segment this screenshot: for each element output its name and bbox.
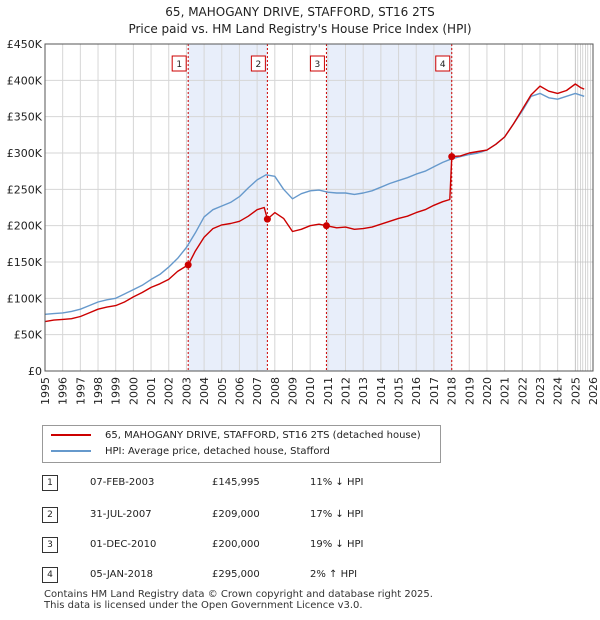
y-tick-label: £0 xyxy=(28,365,42,378)
x-tick-label: 2023 xyxy=(534,377,547,405)
y-tick-label: £250K xyxy=(7,183,43,196)
sale-point-4 xyxy=(448,153,456,161)
marker-box-3 xyxy=(309,55,325,72)
marker-label-4: 4 xyxy=(440,60,446,70)
y-tick-label: £100K xyxy=(7,292,43,305)
transaction-number: 1 xyxy=(42,475,58,491)
title-line-1: 65, MAHOGANY DRIVE, STAFFORD, ST16 2TS xyxy=(165,5,435,19)
transaction-date: 07-FEB-2003 xyxy=(90,477,155,488)
y-tick-label: £400K xyxy=(7,74,43,87)
x-tick-label: 2008 xyxy=(269,377,282,405)
transaction-price: £295,000 xyxy=(212,569,260,580)
x-tick-label: 1996 xyxy=(57,377,70,405)
hpi-line xyxy=(44,92,585,315)
x-tick-label: 1995 xyxy=(39,377,52,405)
y-tick-label: £300K xyxy=(7,147,43,160)
x-tick-label: 2021 xyxy=(499,377,512,405)
legend-label-property: 65, MAHOGANY DRIVE, STAFFORD, ST16 2TS (… xyxy=(105,430,421,441)
legend-item-hpi: HPI: Average price, detached house, Staf… xyxy=(51,445,330,459)
transaction-date: 05-JAN-2018 xyxy=(90,569,154,580)
transaction-hpi-diff: 19% ↓ HPI xyxy=(310,539,364,550)
x-tick-label: 2010 xyxy=(304,377,317,405)
transaction-price: £209,000 xyxy=(212,509,260,520)
legend-swatch-property xyxy=(51,434,91,436)
marker-label-3: 3 xyxy=(315,60,321,70)
y-tick-label: £350K xyxy=(7,111,43,124)
y-tick-label: £450K xyxy=(7,38,43,51)
transaction-date: 31-JUL-2007 xyxy=(90,509,152,520)
transaction-date: 01-DEC-2010 xyxy=(90,539,157,550)
x-tick-label: 2000 xyxy=(127,377,140,405)
chart-legend: 65, MAHOGANY DRIVE, STAFFORD, ST16 2TS (… xyxy=(42,425,441,463)
transaction-hpi-diff: 2% ↑ HPI xyxy=(310,569,358,580)
transaction-price: £200,000 xyxy=(212,539,260,550)
x-tick-label: 2013 xyxy=(357,377,370,405)
x-tick-label: 2003 xyxy=(180,377,193,405)
footer-licence: This data is licensed under the Open Gov… xyxy=(44,600,363,611)
x-tick-label: 1999 xyxy=(110,377,123,405)
x-tick-label: 2026 xyxy=(587,377,600,405)
x-tick-label: 2014 xyxy=(375,377,388,405)
transaction-number: 3 xyxy=(42,537,58,553)
legend-label-hpi: HPI: Average price, detached house, Staf… xyxy=(105,446,330,457)
x-tick-label: 2002 xyxy=(163,377,176,405)
footer-copyright: Contains HM Land Registry data © Crown c… xyxy=(44,589,433,600)
marker-box-1 xyxy=(171,55,187,72)
x-tick-label: 1998 xyxy=(92,377,105,405)
title-line-2: Price paid vs. HM Land Registry's House … xyxy=(128,22,472,36)
shaded-period-1 xyxy=(188,44,268,371)
x-tick-label: 2015 xyxy=(393,377,406,405)
x-tick-label: 2011 xyxy=(322,377,335,405)
legend-item-property: 65, MAHOGANY DRIVE, STAFFORD, ST16 2TS (… xyxy=(51,429,421,443)
x-tick-label: 1997 xyxy=(74,377,87,405)
transaction-hpi-diff: 17% ↓ HPI xyxy=(310,509,364,520)
transaction-hpi-diff: 11% ↓ HPI xyxy=(310,477,364,488)
sale-point-2 xyxy=(263,215,271,223)
x-tick-label: 2001 xyxy=(145,377,158,405)
x-tick-label: 2024 xyxy=(552,377,565,405)
x-tick-label: 2006 xyxy=(233,377,246,405)
marker-label-1: 1 xyxy=(176,60,182,70)
y-tick-label: £200K xyxy=(7,220,43,233)
x-tick-label: 2022 xyxy=(516,377,529,405)
x-tick-label: 2020 xyxy=(481,377,494,405)
sale-point-1 xyxy=(184,261,192,269)
price-chart: 1 2 3 4 £0 £50K £100K £150K £200K £250K £300K £350… xyxy=(7,38,600,405)
y-tick-label: £150K xyxy=(7,256,43,269)
x-tick-label: 2025 xyxy=(569,377,582,405)
x-tick-label: 2012 xyxy=(340,377,353,405)
footer-attribution: Contains HM Land Registry data © Crown c… xyxy=(44,589,433,611)
y-tick-label: £50K xyxy=(14,329,43,342)
x-tick-label: 2004 xyxy=(198,377,211,405)
transaction-price: £145,995 xyxy=(212,477,260,488)
x-tick-label: 2018 xyxy=(446,377,459,405)
chart-title: 65, MAHOGANY DRIVE, STAFFORD, ST16 2TS P… xyxy=(0,4,600,38)
marker-box-4 xyxy=(435,55,451,72)
x-tick-label: 2019 xyxy=(463,377,476,405)
x-tick-label: 2009 xyxy=(286,377,299,405)
x-tick-label: 2007 xyxy=(251,377,264,405)
transaction-number: 2 xyxy=(42,507,58,523)
x-tick-label: 2016 xyxy=(410,377,423,405)
sale-point-3 xyxy=(322,222,330,230)
transaction-number: 4 xyxy=(42,567,58,583)
marker-box-2 xyxy=(250,55,266,72)
marker-label-2: 2 xyxy=(256,60,262,70)
legend-swatch-hpi xyxy=(51,450,91,452)
x-tick-label: 2005 xyxy=(216,377,229,405)
property-price-line xyxy=(44,83,585,323)
plot-frame xyxy=(44,43,594,372)
x-tick-label: 2017 xyxy=(428,377,441,405)
